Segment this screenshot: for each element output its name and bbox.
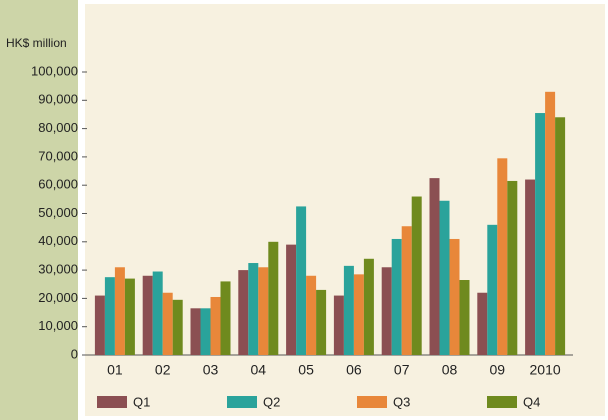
bar: [507, 180, 518, 355]
bar: [104, 277, 115, 355]
bar: [94, 295, 105, 355]
legend-swatch: [487, 396, 517, 408]
bar: [258, 267, 269, 355]
bar: [555, 117, 566, 355]
x-tick-label: 02: [155, 362, 171, 378]
bar: [411, 196, 422, 355]
x-tick-label: 01: [107, 362, 123, 378]
bar: [429, 178, 440, 355]
y-tick-label: 0: [71, 346, 78, 361]
bar: [525, 179, 536, 355]
bar: [353, 274, 364, 355]
bar: [487, 224, 498, 355]
x-tick-label: 09: [490, 362, 506, 378]
y-tick-label: 70,000: [38, 148, 78, 163]
x-tick-label: 03: [203, 362, 219, 378]
y-tick-label: 100,000: [31, 63, 78, 78]
bar: [142, 275, 153, 355]
bar: [391, 238, 402, 355]
legend-label: Q1: [133, 394, 150, 409]
bar: [200, 308, 211, 355]
bar: [545, 91, 556, 355]
y-tick-label: 60,000: [38, 177, 78, 192]
bar: [210, 296, 221, 355]
bar: [296, 206, 307, 355]
bar: [152, 271, 163, 355]
y-tick-label: 80,000: [38, 120, 78, 135]
legend-swatch: [227, 396, 257, 408]
x-tick-label: 04: [251, 362, 267, 378]
bar: [363, 258, 374, 355]
side-strip: [0, 0, 78, 420]
x-tick-label: 05: [298, 362, 314, 378]
bar: [220, 281, 231, 355]
bar: [238, 270, 249, 355]
bar: [316, 289, 327, 355]
y-tick-label: 30,000: [38, 262, 78, 277]
y-tick-label: 10,000: [38, 318, 78, 333]
bar: [124, 278, 135, 355]
bar: [333, 295, 344, 355]
bar: [114, 267, 125, 355]
y-axis-label: HK$ million: [6, 36, 67, 50]
x-tick-label: 2010: [530, 362, 561, 378]
bar: [268, 241, 279, 355]
y-tick-label: 50,000: [38, 205, 78, 220]
bar: [459, 280, 470, 355]
bar: [190, 308, 201, 355]
bar: [497, 158, 508, 355]
legend-label: Q4: [523, 394, 540, 409]
bar: [162, 292, 173, 355]
bar: [535, 113, 546, 355]
y-tick-label: 90,000: [38, 92, 78, 107]
bar: [401, 226, 412, 355]
x-tick-label: 06: [346, 362, 362, 378]
legend-label: Q3: [393, 394, 410, 409]
x-tick-label: 07: [394, 362, 410, 378]
bar: [248, 263, 259, 355]
legend-swatch: [357, 396, 387, 408]
bar: [343, 265, 354, 355]
bar: [477, 292, 488, 355]
legend-swatch: [97, 396, 127, 408]
bar: [286, 244, 297, 355]
y-tick-label: 20,000: [38, 290, 78, 305]
bar: [449, 238, 460, 355]
bar: [381, 267, 392, 355]
y-tick-label: 40,000: [38, 233, 78, 248]
legend-label: Q2: [263, 394, 280, 409]
bar: [306, 275, 317, 355]
x-tick-label: 08: [442, 362, 458, 378]
bar: [172, 299, 183, 355]
bar: [439, 200, 450, 355]
